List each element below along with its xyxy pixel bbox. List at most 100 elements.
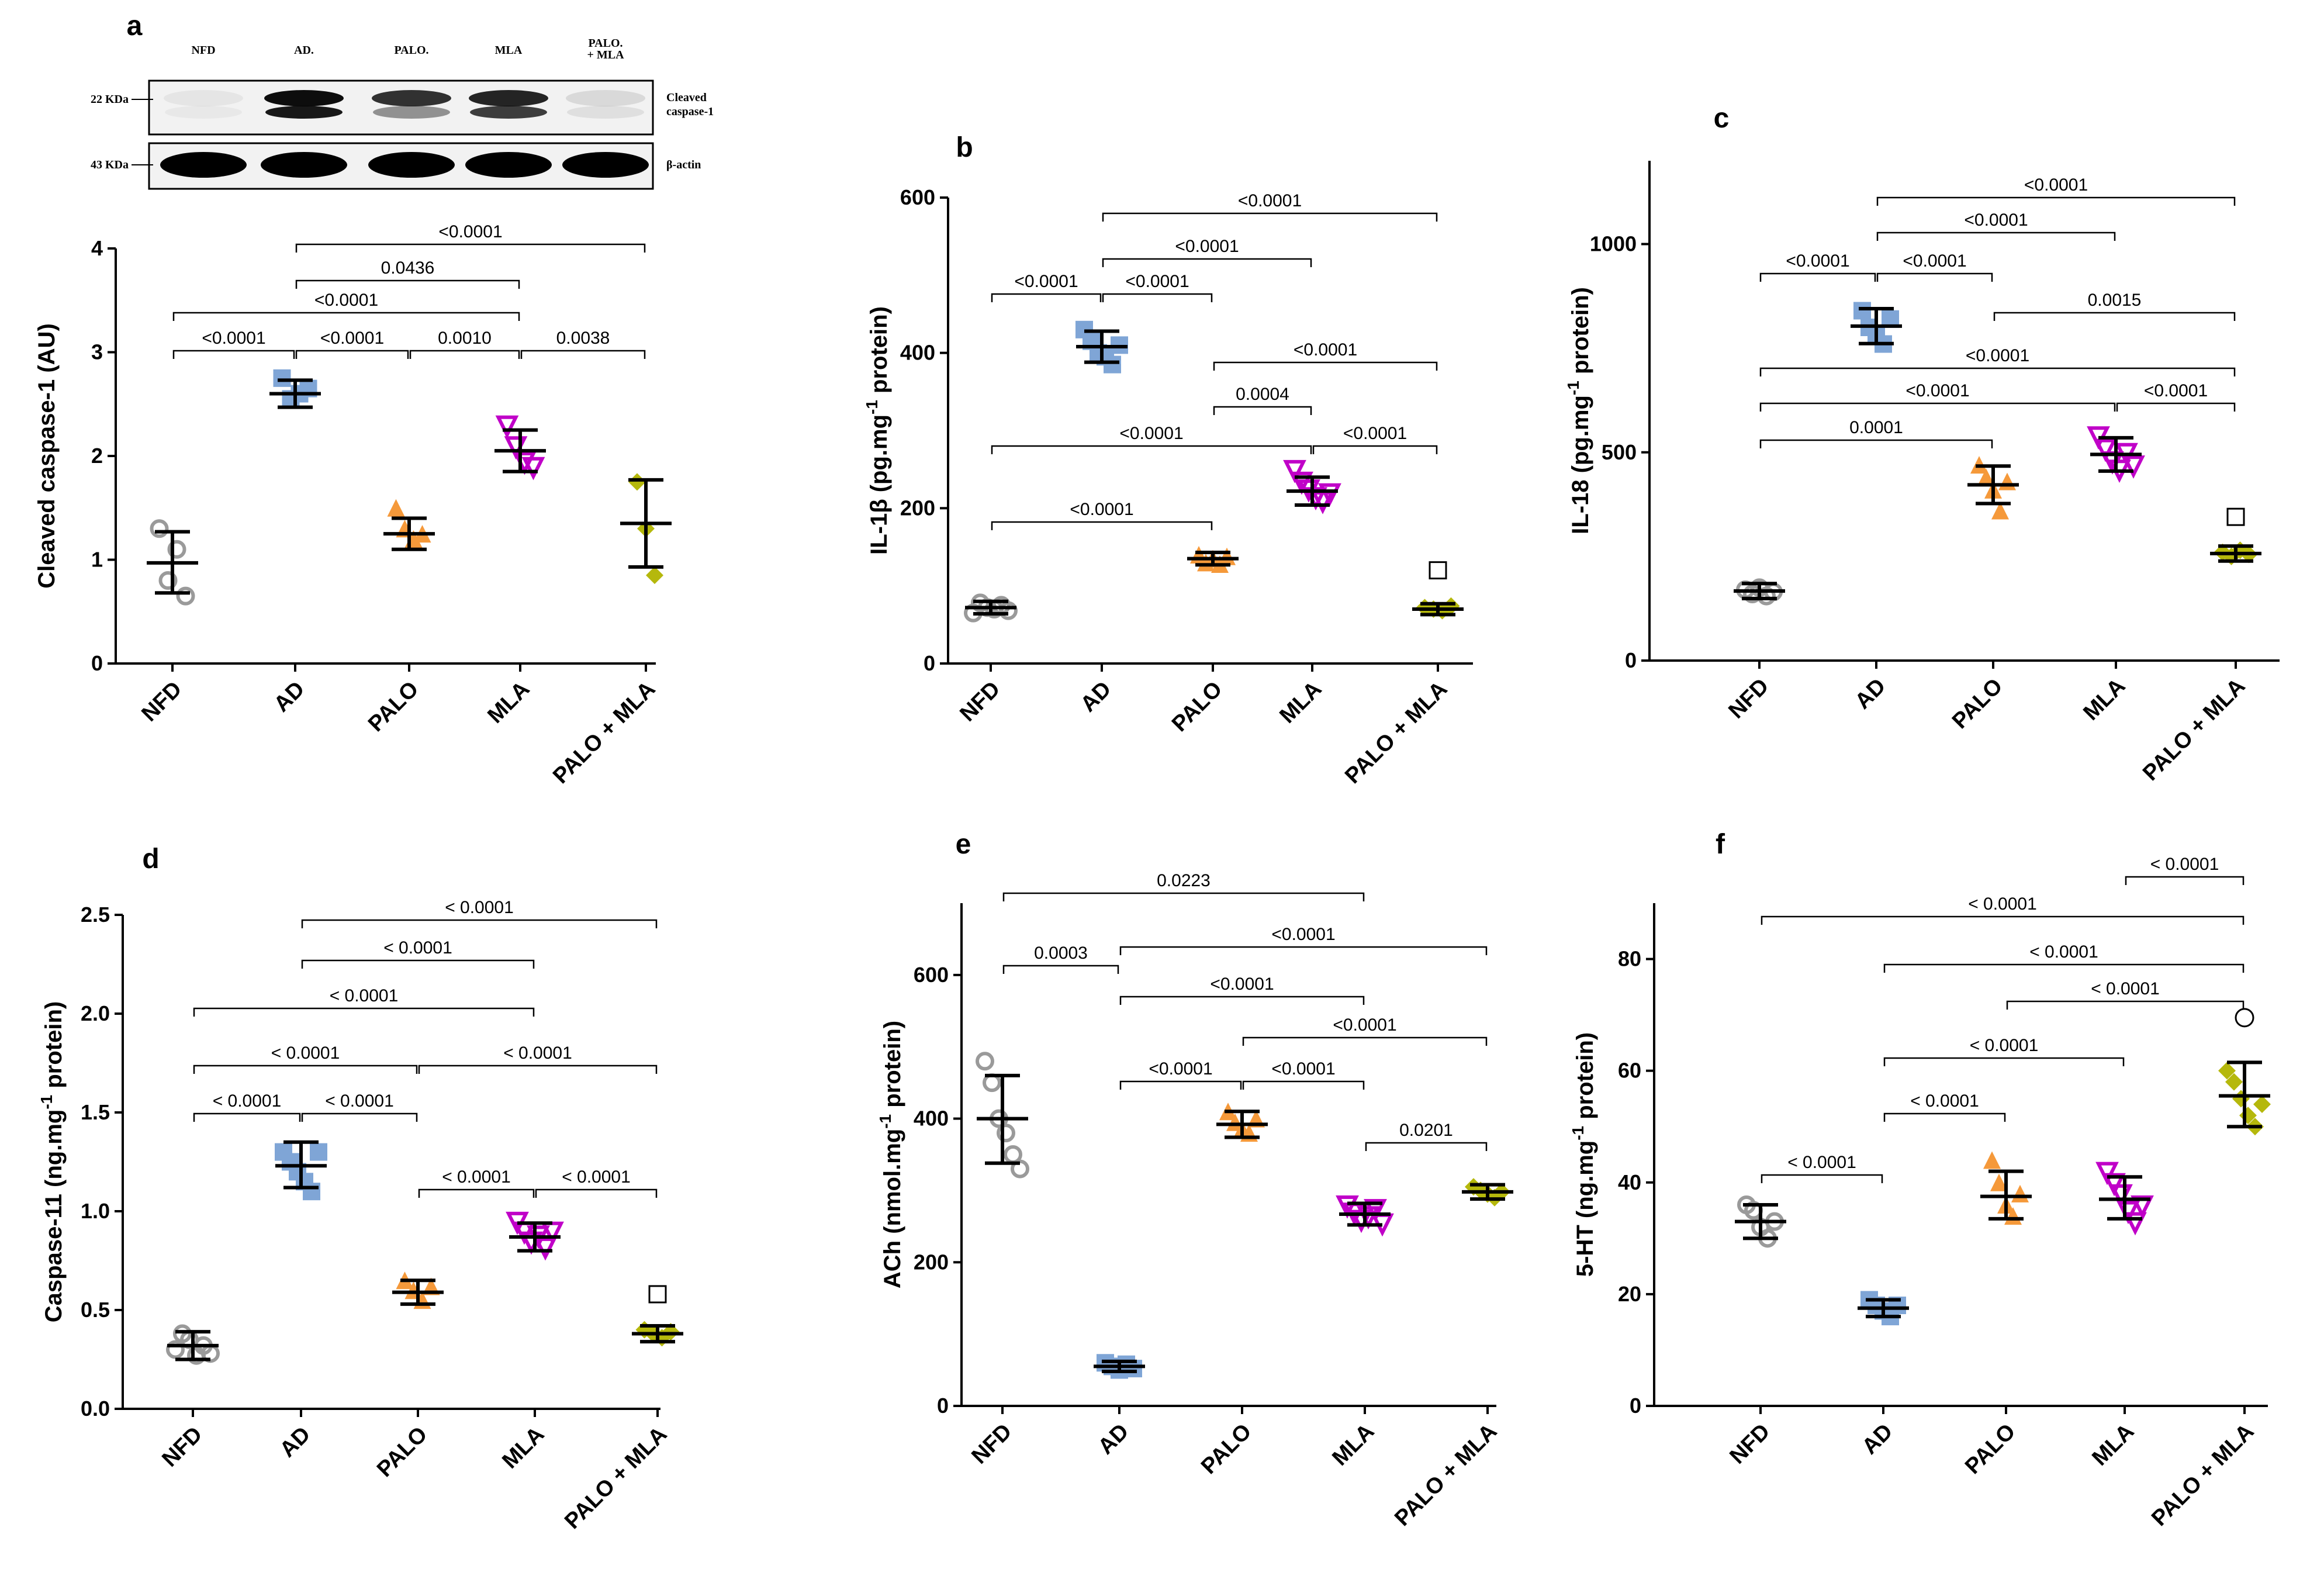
p-value-label: <0.0001 xyxy=(2024,175,2088,195)
p-value-label: < 0.0001 xyxy=(1910,1091,1979,1111)
y-tick-label: 2 xyxy=(91,444,103,468)
significance-bracket: <0.0001 xyxy=(1759,251,1876,282)
panel-letter: f xyxy=(1716,829,1725,860)
p-value-label: <0.0001 xyxy=(1271,925,1335,944)
p-value-label: <0.0001 xyxy=(1964,210,2028,230)
extra-marker-square xyxy=(1429,561,1447,580)
p-value-label: <0.0001 xyxy=(1343,424,1407,443)
blot-band-actin xyxy=(562,152,649,178)
bracket-line xyxy=(409,350,520,359)
y-tick-label: 500 xyxy=(1602,440,1637,464)
bracket-line xyxy=(193,1112,301,1122)
bracket-line xyxy=(1119,996,1365,1005)
data-point-mla xyxy=(2102,1173,2126,1197)
bracket-line xyxy=(172,350,295,359)
bracket-line xyxy=(1119,1080,1242,1090)
bracket-line xyxy=(1761,1174,1883,1183)
blot-band-actin xyxy=(368,152,455,178)
bracket-line xyxy=(193,1007,535,1017)
p-value-label: <0.0001 xyxy=(1271,1059,1335,1079)
bracket-line xyxy=(1119,946,1488,955)
p-value-label: 0.0004 xyxy=(1236,385,1289,404)
data-point-mla xyxy=(1283,459,1306,483)
y-tick-label: 0 xyxy=(1630,1394,1641,1418)
significance-bracket: <0.0001 xyxy=(1876,251,1993,282)
blot-band-actin xyxy=(465,152,552,178)
p-value-label: <0.0001 xyxy=(1786,251,1849,271)
data-point-nfd xyxy=(150,519,169,538)
y-tick-label: 4 xyxy=(91,236,103,260)
significance-bracket: <0.0001 xyxy=(1242,1059,1365,1090)
p-value-label: < 0.0001 xyxy=(1970,1036,2039,1055)
y-tick-label: 3 xyxy=(91,340,103,364)
bracket-line xyxy=(2125,876,2245,885)
blot-frame-caspase xyxy=(148,80,654,136)
data-point-palo-mla xyxy=(2225,1073,2243,1091)
blot-lane-label: PALO. xyxy=(394,44,428,57)
bracket-line xyxy=(535,1188,658,1198)
data-point-palo xyxy=(1977,468,1995,486)
bracket-line xyxy=(1883,963,2245,973)
bracket-line xyxy=(1876,196,2236,206)
y-tick-label: 1.0 xyxy=(81,1199,110,1223)
bracket-line xyxy=(2006,1000,2245,1010)
blot-lane-label: PALO. xyxy=(588,37,622,50)
bracket-line xyxy=(520,350,646,359)
y-tick-label: 400 xyxy=(914,1107,949,1131)
extra-marker-square xyxy=(648,1285,667,1304)
data-point-nfd xyxy=(976,1052,994,1071)
bracket-line xyxy=(1876,272,1993,282)
y-tick-label: 600 xyxy=(900,185,935,209)
panel-letter: c xyxy=(1714,103,1730,134)
panel-letter: d xyxy=(142,844,159,875)
y-axis-label: Caspase-11 (ng.mg-1 protein) xyxy=(37,1001,67,1322)
y-tick-label: 600 xyxy=(914,963,949,987)
y-tick-label: 2.0 xyxy=(81,1001,110,1025)
data-point-palo xyxy=(387,499,405,517)
p-value-label: < 0.0001 xyxy=(271,1043,340,1063)
bracket-line xyxy=(301,1112,418,1122)
y-tick-label: 200 xyxy=(914,1250,949,1274)
p-value-label: 0.0223 xyxy=(1157,871,1211,890)
p-value-label: < 0.0001 xyxy=(445,898,514,917)
bracket-line xyxy=(301,959,535,969)
data-point-ad xyxy=(310,1143,327,1161)
bracket-line xyxy=(1883,1057,2125,1066)
significance-bracket: <0.0001 xyxy=(1876,175,2236,206)
p-value-label: 0.0436 xyxy=(381,258,435,278)
p-value-label: <0.0001 xyxy=(438,222,502,241)
significance-bracket: <0.0001 xyxy=(991,500,1213,530)
significance-bracket: <0.0001 xyxy=(1102,237,1312,267)
significance-bracket: 0.0038 xyxy=(520,329,646,359)
significance-bracket: <0.0001 xyxy=(172,329,295,359)
significance-bracket: < 0.0001 xyxy=(2006,979,2245,1010)
blot-band-caspase-lower xyxy=(567,106,644,119)
p-value-label: <0.0001 xyxy=(1175,237,1239,256)
significance-bracket: 0.0003 xyxy=(1002,944,1119,974)
significance-bracket: < 0.0001 xyxy=(301,1091,418,1122)
p-value-label: <0.0001 xyxy=(320,329,384,348)
p-value-label: <0.0001 xyxy=(1905,381,1969,400)
panel-letter: a xyxy=(127,11,143,42)
significance-bracket: <0.0001 xyxy=(295,222,646,253)
p-value-label: <0.0001 xyxy=(2144,381,2208,400)
p-value-label: <0.0001 xyxy=(1125,272,1189,291)
data-point-palo-mla xyxy=(2218,1062,2236,1080)
blot-band-caspase-lower xyxy=(165,106,242,119)
y-tick-label: 0.0 xyxy=(81,1397,110,1421)
bracket-line xyxy=(1002,892,1365,901)
panel-letter: b xyxy=(956,132,973,163)
blot-lane-label: NFD xyxy=(191,44,215,57)
significance-bracket: < 0.0001 xyxy=(535,1167,658,1198)
p-value-label: < 0.0001 xyxy=(1787,1153,1856,1172)
blot-band-caspase-upper xyxy=(264,90,344,106)
significance-bracket: < 0.0001 xyxy=(193,1043,418,1074)
y-axis-label: IL-1β (pg.mg-1 protein) xyxy=(863,306,892,555)
significance-bracket: <0.0001 xyxy=(1759,381,2116,412)
significance-bracket: 0.0223 xyxy=(1002,871,1365,901)
data-point-mla xyxy=(534,1237,557,1261)
blot-band-caspase-lower xyxy=(373,106,450,119)
significance-bracket: < 0.0001 xyxy=(1883,1036,2125,1066)
bracket-line xyxy=(1759,402,2116,412)
